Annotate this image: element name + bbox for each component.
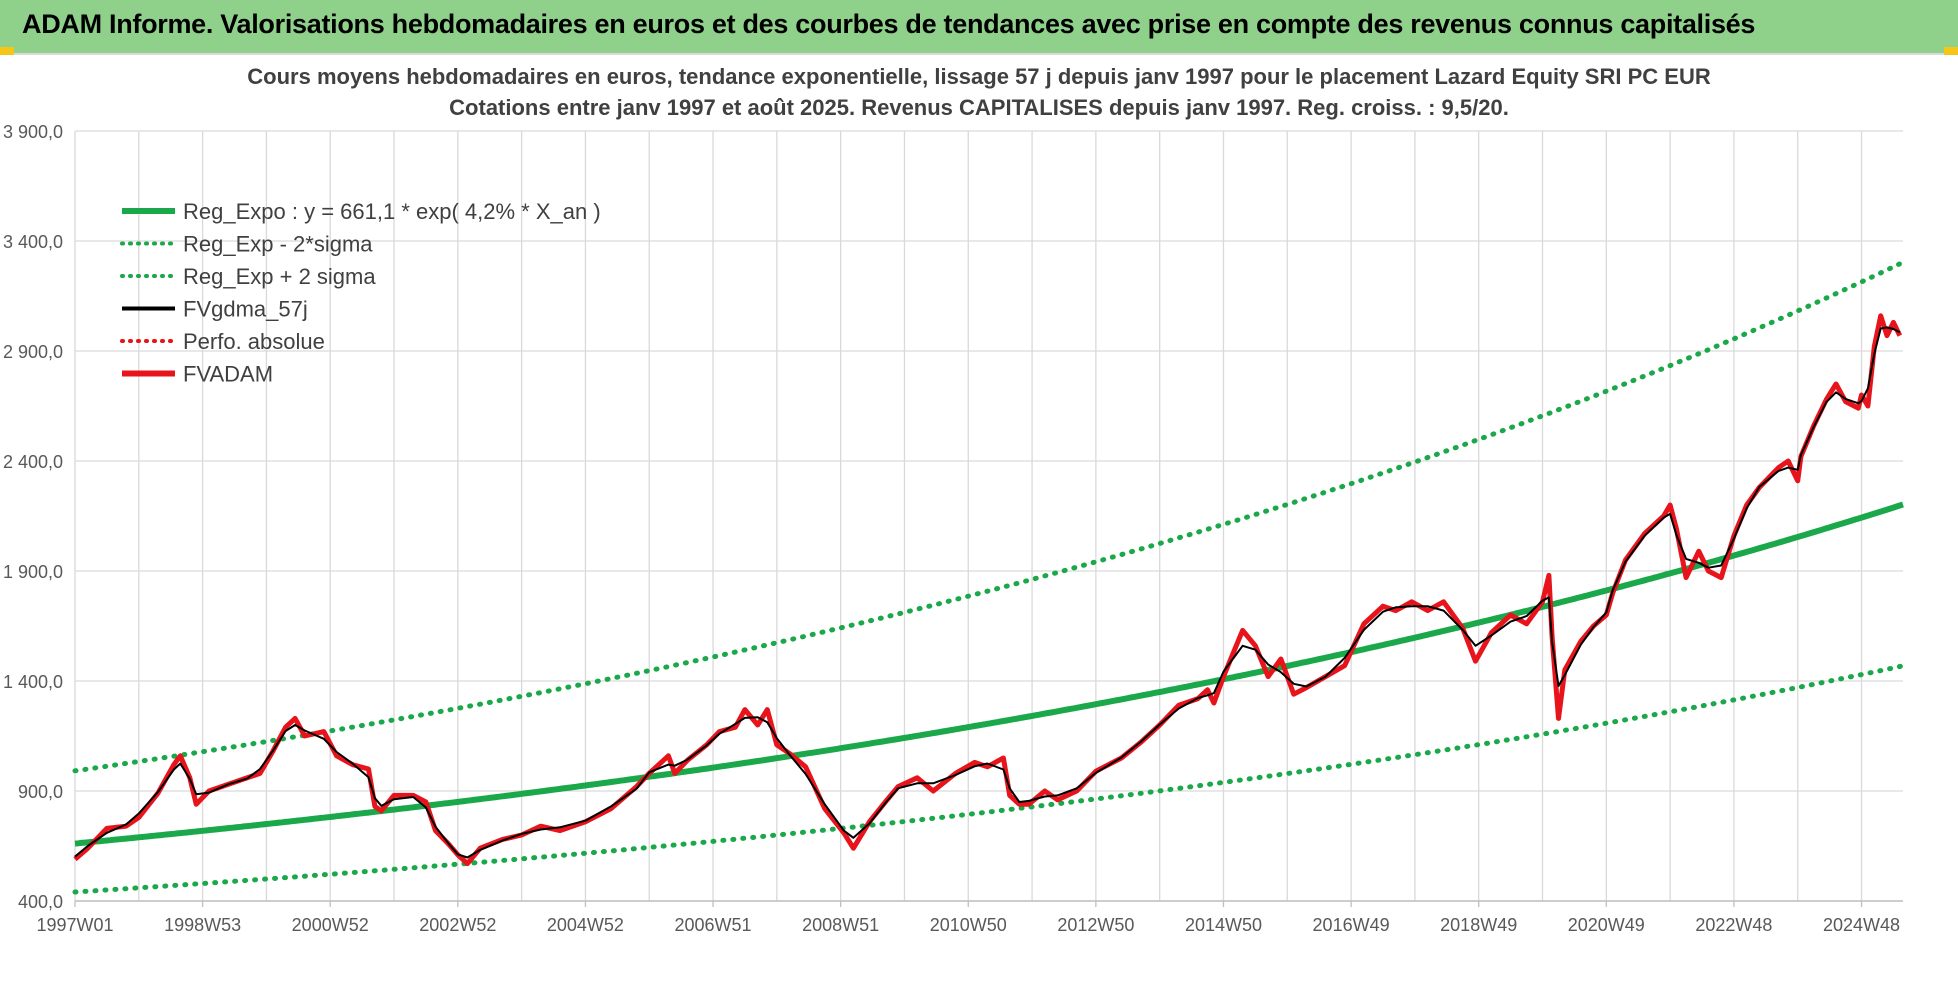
header-banner: ADAM Informe. Valorisations hebdomadaire… — [0, 0, 1958, 55]
line-chart: 3 900,0 3 400,0 2 900,0 2 400,0 1 900,0 1 400… — [3, 64, 1906, 935]
x-tick-label: 2012W50 — [1057, 915, 1134, 935]
x-tick-label: 2020W49 — [1568, 915, 1645, 935]
legend-label: Reg_Exp + 2 sigma — [183, 264, 376, 289]
y-tick-label: 1 900,0 — [3, 562, 63, 582]
x-tick-label: 2010W50 — [930, 915, 1007, 935]
y-tick-label: 400,0 — [18, 892, 63, 912]
x-tick-label: 2000W52 — [292, 915, 369, 935]
page-title: ADAM Informe. Valorisations hebdomadaire… — [22, 9, 1756, 39]
chart-subtitle: Cotations entre janv 1997 et août 2025. … — [449, 95, 1509, 120]
legend-label: Perfo. absolue — [183, 329, 325, 354]
y-tick-label: 2 400,0 — [3, 452, 63, 472]
legend-label: Reg_Exp - 2*sigma — [183, 232, 373, 257]
x-tick-label: 2006W51 — [675, 915, 752, 935]
y-tick-label: 1 400,0 — [3, 672, 63, 692]
x-tick-label: 2024W48 — [1823, 915, 1900, 935]
legend-label: FVgdma_57j — [183, 297, 308, 322]
fvadam-line — [73, 313, 1903, 867]
legend-label: FVADAM — [183, 362, 273, 387]
x-tick-label: 2004W52 — [547, 915, 624, 935]
y-tick-label: 900,0 — [18, 782, 63, 802]
legend: Reg_Expo : y = 661,1 * exp( 4,2% * X_an … — [120, 199, 601, 387]
y-tick-label: 3 400,0 — [3, 232, 63, 252]
reg-exp-lower-line — [72, 663, 1906, 895]
y-tick-label: 3 900,0 — [3, 122, 63, 142]
x-tick-label: 2016W49 — [1313, 915, 1390, 935]
legend-label: Reg_Expo : y = 661,1 * exp( 4,2% * X_an … — [183, 199, 601, 224]
y-tick-label: 2 900,0 — [3, 342, 63, 362]
grid — [74, 130, 1903, 902]
x-tick-label: 2022W48 — [1695, 915, 1772, 935]
x-tick-label: 2008W51 — [802, 915, 879, 935]
corner-marker — [0, 47, 14, 55]
fvgdma-57j-line — [74, 326, 1901, 859]
axes: 3 900,0 3 400,0 2 900,0 2 400,0 1 900,0 1 400… — [3, 122, 1903, 935]
chart-title: Cours moyens hebdomadaires en euros, ten… — [247, 64, 1711, 89]
chart-area: 3 900,0 3 400,0 2 900,0 2 400,0 1 900,0 1 400… — [0, 55, 1958, 978]
x-tick-label: 2014W50 — [1185, 915, 1262, 935]
x-tick-label: 1998W53 — [164, 915, 241, 935]
reg-exp-upper-line — [72, 259, 1906, 774]
corner-marker — [1944, 47, 1958, 55]
series — [72, 259, 1906, 895]
x-tick-label: 1997W01 — [36, 915, 113, 935]
x-tick-label: 2002W52 — [419, 915, 496, 935]
x-tick-label: 2018W49 — [1440, 915, 1517, 935]
